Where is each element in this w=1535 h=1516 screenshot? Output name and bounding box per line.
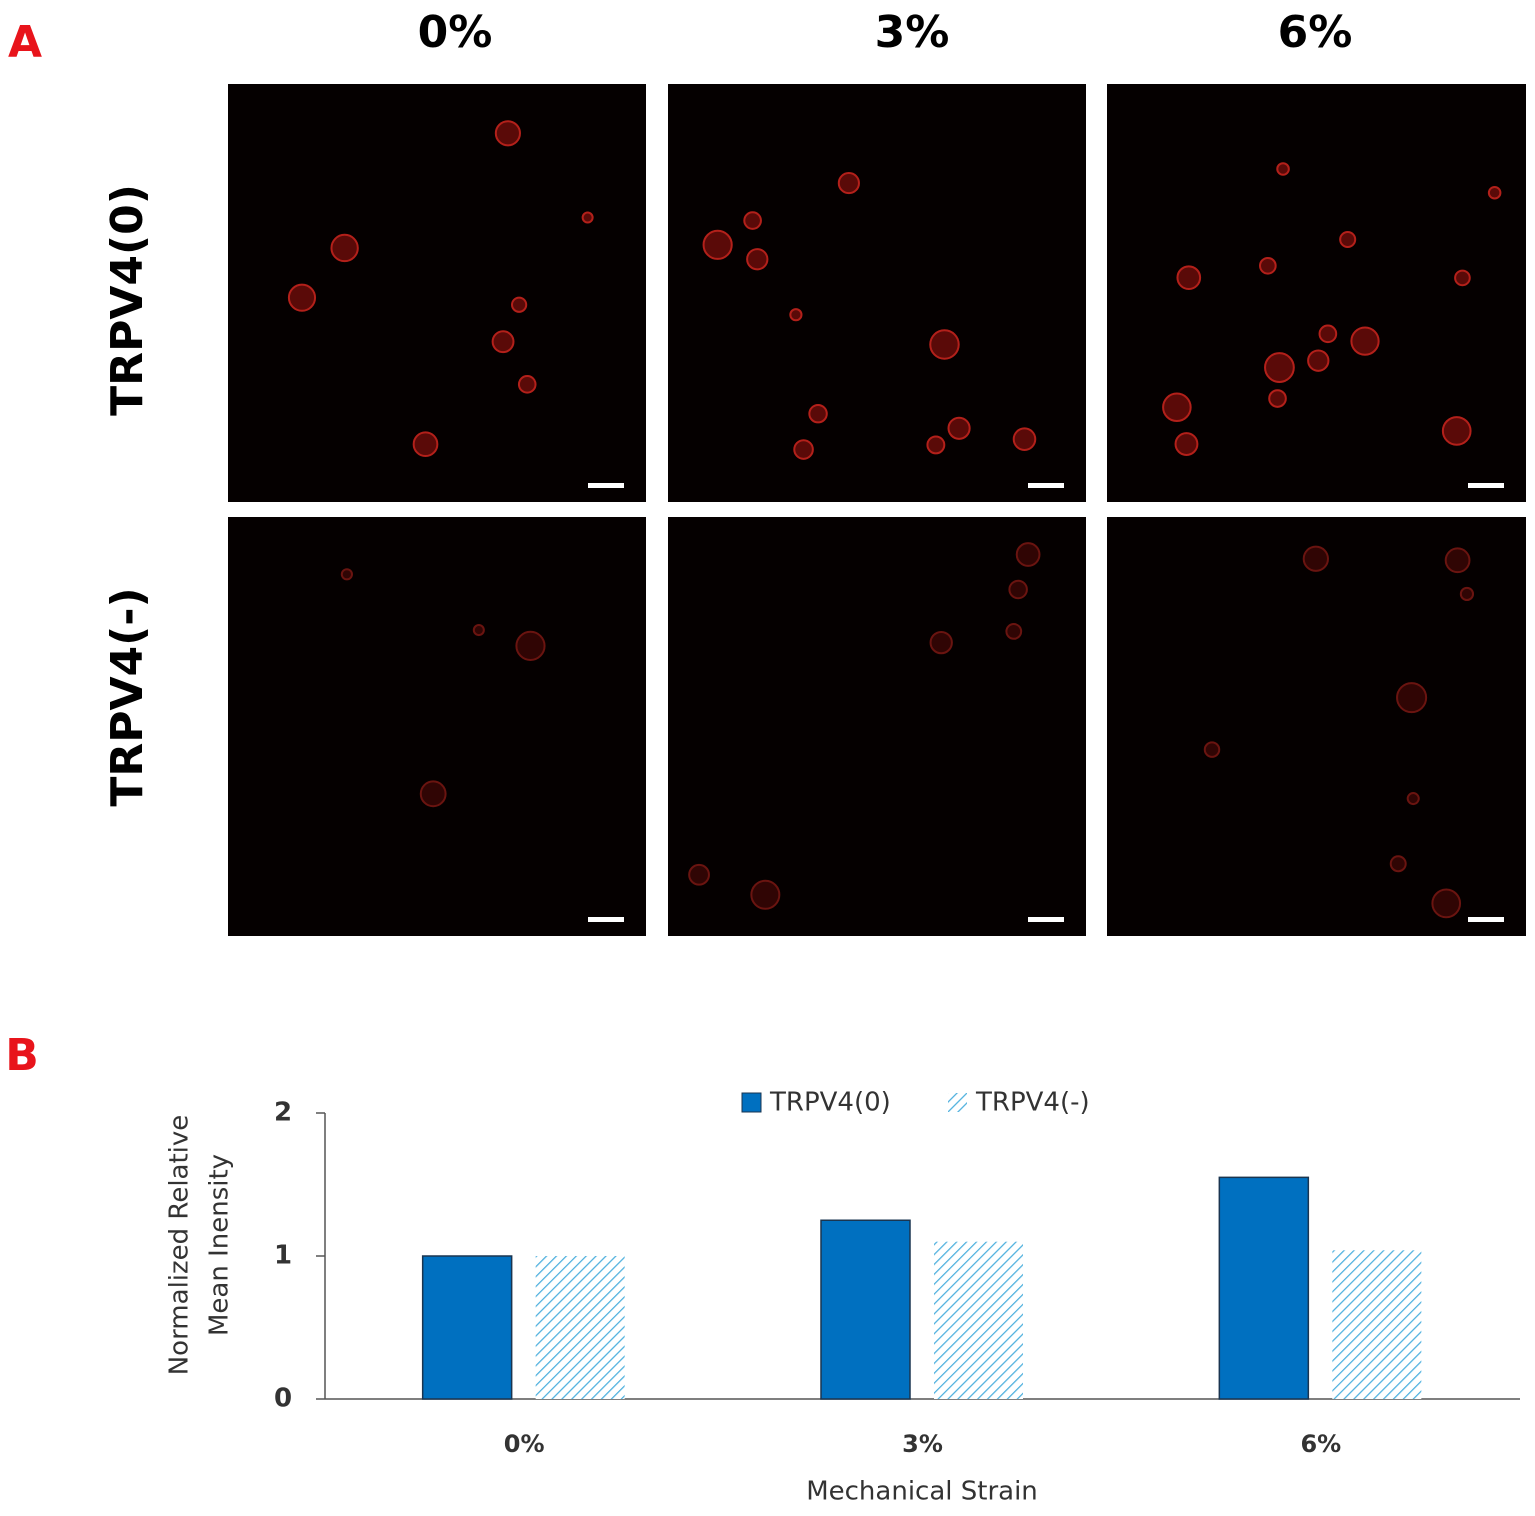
legend-swatch xyxy=(948,1093,967,1112)
column-label: 3% xyxy=(875,7,950,58)
cell xyxy=(515,630,546,661)
legend-label: TRPV4(-) xyxy=(975,1088,1090,1118)
cell xyxy=(808,403,828,424)
cell xyxy=(1307,349,1330,372)
scale-bar xyxy=(1028,917,1064,922)
bar xyxy=(820,1219,911,1400)
scale-bar xyxy=(588,483,624,488)
cell xyxy=(750,879,781,910)
cell xyxy=(1406,792,1420,806)
cell xyxy=(929,630,953,655)
cell xyxy=(1431,888,1462,919)
cell xyxy=(340,568,353,581)
micrographs: 0% 3% 6% TRPV4(0) TRPV4(-) xyxy=(102,7,1526,936)
cell xyxy=(1302,545,1329,572)
cell xyxy=(287,283,317,312)
y-tick-label: 1 xyxy=(274,1241,292,1271)
cell xyxy=(1339,230,1357,249)
row-label: TRPV4(-) xyxy=(102,587,153,806)
cell xyxy=(1487,185,1502,200)
cell xyxy=(472,624,485,637)
legend-swatch xyxy=(741,1092,762,1113)
scale-bar xyxy=(1468,483,1504,488)
scale-bar xyxy=(1028,483,1064,488)
cell xyxy=(947,416,971,440)
cell xyxy=(929,329,960,360)
cell xyxy=(330,233,359,263)
row-label: TRPV4(0) xyxy=(102,184,153,416)
cell xyxy=(1389,855,1407,873)
bar xyxy=(934,1241,1023,1399)
cell xyxy=(1396,682,1428,714)
x-axis-title: Mechanical Strain xyxy=(806,1477,1038,1507)
cell xyxy=(1005,623,1023,640)
cell xyxy=(702,229,733,260)
cell xyxy=(926,435,946,455)
x-tick-label: 3% xyxy=(902,1430,943,1458)
bar-chart: 0 1 2 0% 3% 6% Mechanical Strain Normalized Rel… xyxy=(165,1088,1520,1507)
column-label: 6% xyxy=(1278,7,1353,58)
cell xyxy=(746,248,769,271)
y-tick-label: 0 xyxy=(274,1384,292,1414)
cell xyxy=(743,211,762,230)
y-tick-label: 2 xyxy=(274,1098,292,1128)
cell xyxy=(1008,579,1028,600)
cell xyxy=(1259,256,1277,275)
cell xyxy=(1203,741,1221,758)
cell xyxy=(511,296,528,313)
x-tick-label: 0% xyxy=(504,1430,545,1458)
cell xyxy=(1162,392,1192,423)
cell xyxy=(688,863,710,886)
cell xyxy=(419,780,447,808)
micrograph xyxy=(668,517,1086,936)
cell xyxy=(793,439,814,460)
cell xyxy=(412,431,439,458)
panel-label: A xyxy=(8,17,42,68)
cell xyxy=(1276,162,1290,176)
cell xyxy=(1350,326,1380,356)
bar xyxy=(535,1256,625,1399)
micrograph xyxy=(228,517,646,936)
panel-label: B xyxy=(5,1030,39,1081)
column-label: 0% xyxy=(418,7,493,58)
cell xyxy=(1318,324,1338,344)
cell xyxy=(494,120,521,147)
legend-label: TRPV4(0) xyxy=(769,1088,891,1118)
cell xyxy=(1268,389,1287,408)
cell xyxy=(491,330,515,354)
cell xyxy=(1015,542,1041,567)
cell xyxy=(1012,427,1037,451)
micrograph xyxy=(1107,517,1526,936)
scale-bar xyxy=(588,917,624,922)
scale-bar xyxy=(1468,917,1504,922)
cell xyxy=(1264,352,1295,383)
cell xyxy=(1459,586,1475,602)
bar xyxy=(421,1255,513,1400)
y-axis-title: Mean Inensity xyxy=(205,1154,235,1336)
cell xyxy=(1441,416,1472,446)
cell xyxy=(837,171,860,195)
cell xyxy=(1444,547,1471,574)
x-tick-label: 6% xyxy=(1300,1430,1341,1458)
cell xyxy=(1454,269,1471,287)
cell xyxy=(1176,265,1202,290)
bar xyxy=(1332,1250,1422,1399)
cell xyxy=(581,211,594,224)
bar xyxy=(1218,1176,1310,1400)
y-axis-title: Normalized Relative xyxy=(165,1115,195,1376)
cell xyxy=(789,308,803,322)
cell xyxy=(517,375,537,394)
cell xyxy=(1174,432,1199,456)
